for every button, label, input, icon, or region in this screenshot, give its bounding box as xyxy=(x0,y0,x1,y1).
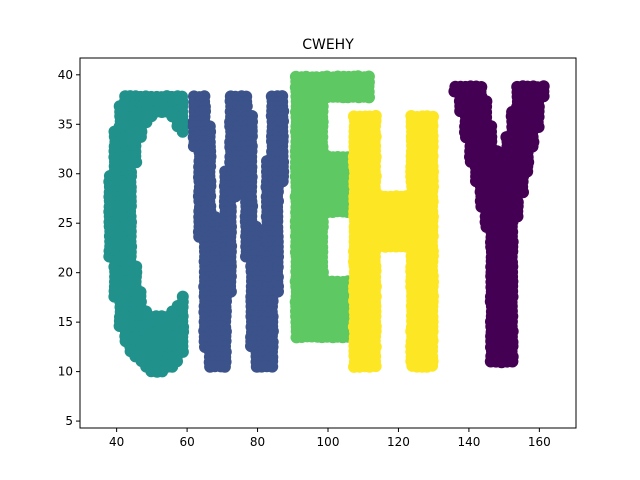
x-tick-label: 60 xyxy=(179,435,194,449)
x-tick-label: 80 xyxy=(250,435,265,449)
scatter-point xyxy=(426,359,439,372)
x-tick-label: 160 xyxy=(528,435,551,449)
scatter-point xyxy=(369,360,382,373)
y-tick-label: 30 xyxy=(58,167,73,181)
x-axis: 40 60 80 100 120 140 160 xyxy=(109,428,551,449)
scatter-points xyxy=(103,70,550,378)
scatter-point xyxy=(266,360,279,373)
y-tick-label: 5 xyxy=(65,414,73,428)
scatter-point xyxy=(156,365,169,378)
scatter-point xyxy=(176,125,189,138)
y-tick-label: 25 xyxy=(58,216,73,230)
x-tick-label: 100 xyxy=(317,435,340,449)
y-tick-label: 35 xyxy=(58,117,73,131)
x-tick-label: 140 xyxy=(457,435,480,449)
scatter-point xyxy=(166,360,179,373)
y-axis: 5 10 15 20 25 30 35 40 xyxy=(58,68,80,428)
scatter-point xyxy=(363,91,375,104)
y-tick-label: 15 xyxy=(58,315,73,329)
y-tick-label: 10 xyxy=(58,365,73,379)
y-tick-label: 20 xyxy=(58,266,73,280)
scatter-point xyxy=(218,360,231,373)
scatter-point xyxy=(506,355,519,368)
chart-title: CWEHY xyxy=(302,37,354,53)
x-tick-label: 40 xyxy=(109,435,124,449)
y-tick-label: 40 xyxy=(58,68,73,82)
x-tick-label: 120 xyxy=(387,435,410,449)
